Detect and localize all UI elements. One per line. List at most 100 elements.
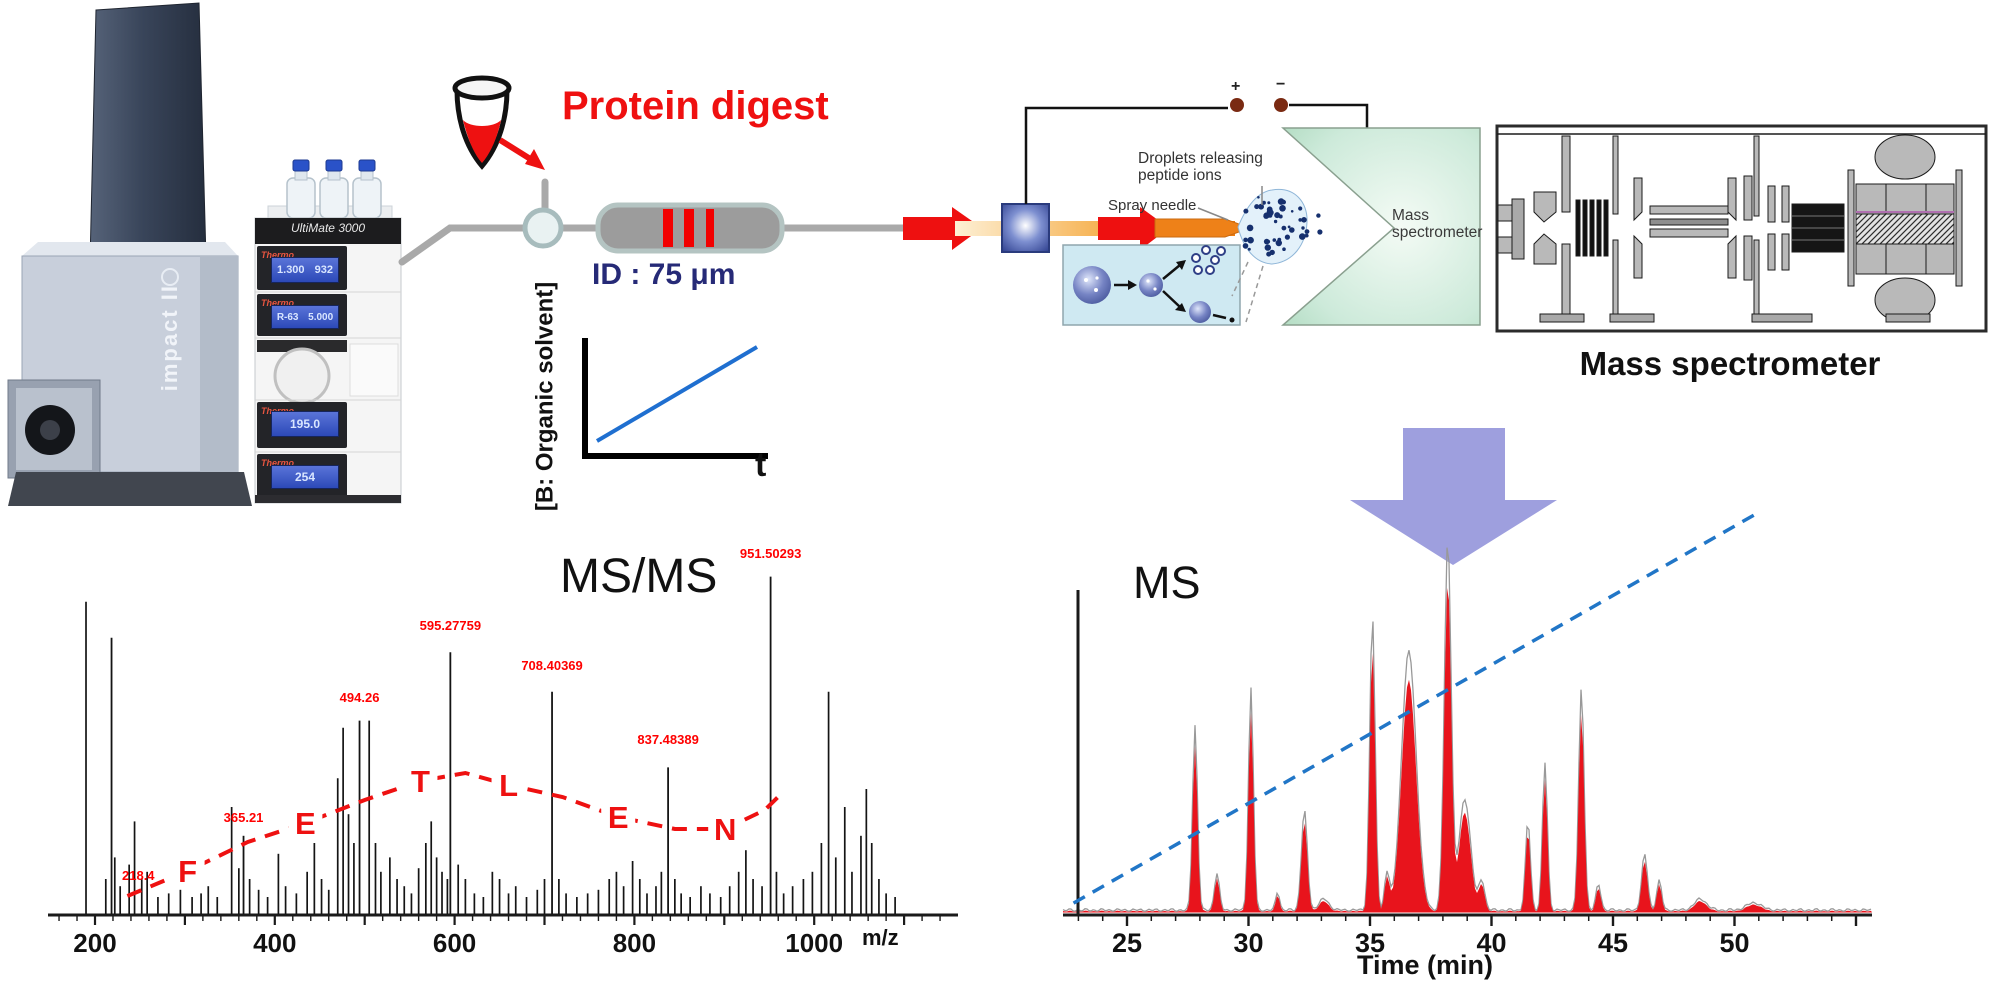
ms-chromatogram-chart: 25 30 35 40 45 50 [1062, 512, 1872, 958]
column-band [706, 209, 714, 247]
ion-dot [1277, 198, 1285, 205]
ion-dot [1281, 225, 1287, 231]
mass-spectrometer-caption: Mass spectrometer [1579, 345, 1881, 382]
ion-dot [1298, 206, 1303, 211]
ion-dot [1263, 213, 1269, 219]
msms-title: MS/MS [560, 550, 718, 603]
ion-dot [1266, 251, 1272, 257]
msms-x-axis-label: m/z [862, 925, 899, 950]
negative-terminal-label: − [1276, 76, 1286, 93]
pump-display: 1.300 932 [271, 257, 339, 283]
ion-dot [1289, 227, 1295, 233]
tubing-from-hplc [398, 224, 528, 266]
gradient-line [595, 345, 759, 443]
hplc-base [255, 495, 401, 503]
ion-dot [1266, 206, 1273, 213]
hplc-top-bar [255, 218, 401, 244]
protein-digest-label: Protein digest [562, 84, 829, 128]
ion-dot [1261, 200, 1266, 205]
quadrupole-rod [1649, 228, 1729, 238]
ion-dot [1275, 239, 1283, 247]
ion-dot [1242, 243, 1249, 249]
loading-pump-display: R-63 5.000 [271, 305, 339, 329]
sequence-letter-halo [491, 770, 526, 802]
ion-dot [1298, 218, 1302, 222]
sequence-letter: T [411, 764, 430, 799]
chrom-tick-label: 45 [1598, 928, 1628, 958]
solvent-bottle [319, 159, 349, 219]
sequence-letter: E [608, 800, 629, 835]
ms-inlet-block [1281, 127, 1481, 326]
msms-tick-label: 200 [73, 928, 116, 958]
ion-dot [1299, 233, 1306, 240]
ion-dot [1266, 239, 1271, 244]
ion-dot [1316, 213, 1321, 218]
ion-dot [1301, 217, 1307, 223]
detector-value: 254 [294, 470, 316, 484]
injection-valve [522, 207, 564, 249]
ion-dot [1272, 238, 1277, 242]
skimmer-cone [1533, 191, 1557, 223]
ion-dot [1246, 224, 1254, 232]
detector-display: 254 [271, 465, 339, 489]
solvent-bottle [352, 159, 382, 219]
chrom-tick-label: 35 [1355, 928, 1385, 958]
needle-pointer-line [1197, 207, 1229, 221]
msms-peak-label: 951.50293 [740, 546, 801, 561]
spray-needle [1154, 218, 1252, 238]
chrom-tick-label: 50 [1719, 928, 1749, 958]
sequence-letter-halo [170, 856, 205, 888]
sequence-arc [126, 770, 782, 898]
ion-dot [1279, 205, 1286, 212]
loading-pump-value-a: R-63 [276, 311, 299, 323]
esi-mass-spectrometer-label: Mass spectrometer [1392, 207, 1483, 242]
oven-value: 195.0 [289, 417, 321, 431]
msms-tick-label: 1000 [785, 928, 843, 958]
ion-dot [1304, 233, 1309, 238]
down-arrow-icon [1350, 428, 1557, 565]
plume-ion-dots [1242, 196, 1323, 257]
loading-pump-value-b: 5.000 [308, 311, 334, 323]
msms-peak-label: 595.27759 [420, 618, 481, 633]
quadrupole-rod [1649, 218, 1729, 226]
ms-title: MS [1133, 557, 1201, 608]
esi-source [903, 98, 1481, 326]
ion-dot [1264, 244, 1272, 251]
positive-terminal-icon [1230, 98, 1244, 112]
msms-peak-label: 218.4 [122, 868, 155, 883]
msms-tick-label: 600 [433, 928, 476, 958]
detector-region [1855, 213, 1955, 245]
hplc-brand-label: Thermo [261, 298, 295, 308]
sample-tube-icon [452, 75, 545, 170]
tic-outline-trace [1062, 547, 1872, 913]
msms-peak-label: 494.26 [340, 690, 380, 705]
column-band [663, 209, 673, 247]
sequence-letter-halo [601, 802, 636, 834]
sequence-letter: F [178, 854, 197, 889]
ion-dot [1317, 229, 1323, 235]
sequence-letter-halo [288, 808, 323, 840]
source-knob-center [40, 420, 60, 440]
ion-dot [1243, 208, 1249, 214]
msms-tick-label: 800 [613, 928, 656, 958]
chrom-tick-label: 25 [1112, 928, 1142, 958]
ion-dot [1284, 234, 1290, 240]
oven-display: 195.0 [271, 411, 339, 437]
ion-dot [1304, 229, 1310, 235]
sample-arrow-head [525, 149, 545, 170]
inset-connector [1231, 261, 1249, 297]
column-id-label: ID : 75 μm [592, 258, 736, 291]
sequence-letter-halo [708, 814, 743, 846]
hplc-stack [254, 159, 402, 504]
mass-spectrometer-schematic [1495, 124, 1988, 333]
spray-needle-label: Spray needle [1108, 197, 1197, 214]
ion-dot [1278, 214, 1283, 219]
sequence-letter: L [499, 768, 518, 803]
sequence-letter: N [714, 812, 736, 847]
sample-arrow [498, 137, 534, 163]
hv-wire-positive [1024, 106, 1228, 204]
impact-ii-instrument [7, 2, 252, 506]
msms-peak-label: 365.21 [224, 810, 264, 825]
ion-dot [1273, 219, 1278, 224]
